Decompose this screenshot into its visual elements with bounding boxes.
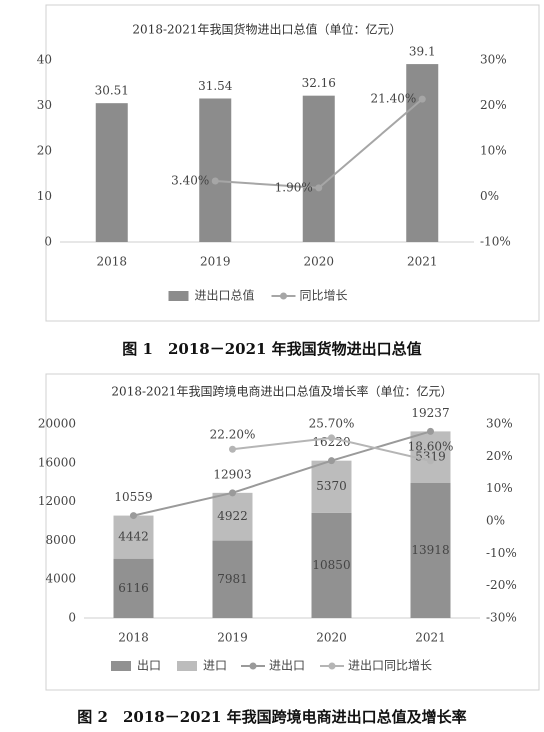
y2-tick-label: 20% bbox=[486, 449, 513, 463]
bar bbox=[212, 540, 253, 618]
bar-value-label: 4442 bbox=[118, 530, 149, 544]
legend-swatch bbox=[328, 662, 336, 670]
line-value-label: 25.70% bbox=[309, 416, 355, 430]
line-marker bbox=[229, 489, 236, 497]
y2-tick-label: 30% bbox=[480, 53, 507, 67]
line-value-label: 21.40% bbox=[370, 92, 416, 106]
x-tick-label: 2021 bbox=[415, 631, 446, 645]
bar bbox=[302, 95, 335, 242]
figure-caption: 图 1 2018－2021 年我国货物进出口总值 bbox=[122, 340, 421, 358]
y2-tick-label: 0% bbox=[486, 514, 505, 528]
legend-swatch bbox=[280, 292, 287, 300]
bar bbox=[113, 558, 154, 618]
y2-tick-label: -10% bbox=[486, 546, 517, 560]
legend-label: 进口 bbox=[203, 659, 227, 673]
x-tick-label: 2020 bbox=[316, 631, 347, 645]
y2-tick-label: 20% bbox=[480, 98, 507, 112]
bar-value-label: 13918 bbox=[411, 543, 449, 557]
bar bbox=[95, 103, 128, 242]
line bbox=[133, 430, 431, 517]
y-tick-label: 20000 bbox=[38, 417, 76, 431]
line-marker bbox=[427, 427, 434, 435]
line-value-label: 18.60% bbox=[408, 439, 454, 453]
line-value-label: 10559 bbox=[114, 490, 152, 504]
legend-label: 同比增长 bbox=[300, 289, 348, 303]
x-tick-label: 2018 bbox=[96, 255, 127, 269]
y-tick-label: 12000 bbox=[38, 494, 76, 508]
legend-label: 进出口同比增长 bbox=[348, 659, 432, 673]
y-tick-label: 30 bbox=[37, 98, 52, 112]
chart-title: 2018-2021年我国跨境电商进出口总值及增长率（单位：亿元） bbox=[111, 384, 452, 399]
bar-value-label: 7981 bbox=[217, 572, 248, 586]
y-tick-label: 40 bbox=[37, 53, 52, 67]
chart-title: 2018-2021年我国货物进出口总值（单位：亿元） bbox=[132, 22, 401, 37]
y2-tick-label: 0% bbox=[480, 189, 499, 203]
line-marker bbox=[130, 512, 137, 520]
legend-swatch bbox=[177, 661, 197, 671]
line-value-label: 1.90% bbox=[275, 180, 313, 194]
y-tick-label: 4000 bbox=[45, 572, 76, 586]
bar bbox=[410, 482, 451, 618]
y2-tick-label: -30% bbox=[486, 611, 517, 625]
x-tick-label: 2019 bbox=[217, 631, 248, 645]
line-value-label: 3.40% bbox=[171, 174, 209, 188]
bar bbox=[406, 64, 439, 242]
bar-value-label: 31.54 bbox=[198, 79, 233, 93]
line-marker bbox=[328, 434, 335, 442]
line-marker bbox=[211, 177, 219, 185]
y-tick-label: 8000 bbox=[45, 533, 76, 547]
y2-tick-label: -20% bbox=[486, 578, 517, 592]
bar-value-label: 39.1 bbox=[409, 45, 436, 59]
x-tick-label: 2019 bbox=[200, 255, 231, 269]
x-tick-label: 2021 bbox=[407, 255, 438, 269]
line-marker bbox=[315, 184, 323, 192]
line-marker bbox=[328, 457, 335, 465]
x-tick-label: 2018 bbox=[118, 631, 149, 645]
bar-value-label: 5370 bbox=[316, 479, 347, 493]
line-value-label: 19237 bbox=[411, 406, 449, 420]
bar bbox=[199, 98, 232, 242]
legend-swatch bbox=[111, 661, 131, 671]
y-tick-label: 16000 bbox=[38, 455, 76, 469]
legend-swatch bbox=[249, 662, 257, 670]
legend-label: 进出口总值 bbox=[195, 288, 255, 303]
legend-label: 出口 bbox=[137, 659, 161, 673]
bar bbox=[311, 512, 352, 618]
bar-value-label: 4922 bbox=[217, 509, 248, 523]
line-marker bbox=[427, 457, 434, 465]
y-tick-label: 20 bbox=[37, 144, 52, 158]
y-tick-label: 0 bbox=[68, 611, 76, 625]
y2-tick-label: -10% bbox=[480, 235, 511, 249]
line-marker bbox=[229, 445, 236, 453]
y-tick-label: 0 bbox=[44, 235, 52, 249]
bar bbox=[113, 515, 154, 559]
line-value-label: 12903 bbox=[213, 467, 251, 481]
figure-caption: 图 2 2018－2021 年我国跨境电商进出口总值及增长率 bbox=[77, 708, 466, 726]
y2-tick-label: 30% bbox=[486, 417, 513, 431]
y2-tick-label: 10% bbox=[486, 481, 513, 495]
y2-tick-label: 10% bbox=[480, 144, 507, 158]
legend-label: 进出口 bbox=[269, 659, 305, 673]
line-marker bbox=[418, 95, 426, 103]
bar-value-label: 32.16 bbox=[302, 76, 336, 90]
bar bbox=[311, 460, 352, 513]
line-value-label: 22.20% bbox=[210, 428, 256, 442]
bar-value-label: 5319 bbox=[415, 450, 446, 464]
y-tick-label: 10 bbox=[37, 189, 52, 203]
bar-value-label: 6116 bbox=[118, 581, 149, 595]
bar bbox=[212, 492, 253, 541]
bar-value-label: 30.51 bbox=[95, 84, 129, 98]
x-tick-label: 2020 bbox=[303, 255, 334, 269]
bar-value-label: 10850 bbox=[312, 558, 350, 572]
legend-swatch bbox=[168, 291, 189, 301]
figure-frame bbox=[45, 373, 540, 691]
figure-frame bbox=[45, 4, 540, 322]
